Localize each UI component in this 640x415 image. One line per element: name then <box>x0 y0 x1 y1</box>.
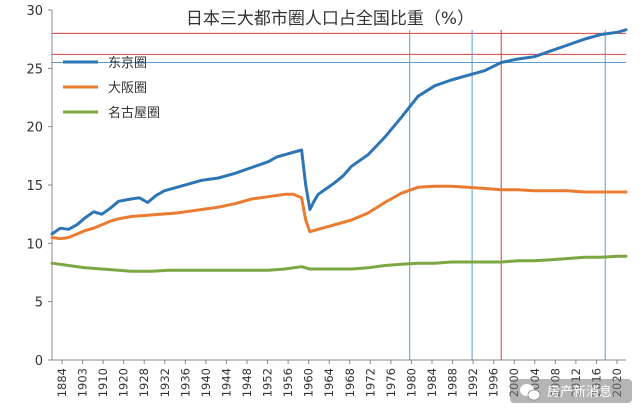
y-tick-label: 30 <box>26 4 43 19</box>
series-line <box>50 28 628 236</box>
x-tick-label: 1884 <box>55 368 69 397</box>
x-tick-label: 1910 <box>96 368 110 397</box>
x-tick-label: 1928 <box>137 368 151 397</box>
reference-lines <box>52 30 626 360</box>
x-tick-label: 1960 <box>302 368 316 397</box>
y-tick-label: 15 <box>26 179 43 194</box>
x-tick-label: 1976 <box>384 368 398 397</box>
x-tick-label: 1964 <box>322 368 336 397</box>
y-tick-label: 20 <box>26 121 43 136</box>
x-tick-label: 1944 <box>219 368 233 397</box>
watermark-background <box>510 379 632 403</box>
wechat-icon <box>520 384 541 401</box>
x-tick-label: 1980 <box>404 368 418 397</box>
x-tick-label: 1984 <box>425 368 439 397</box>
x-tick-label: 1948 <box>240 368 254 397</box>
x-tick-label: 1903 <box>76 368 90 397</box>
series-line <box>50 254 628 273</box>
x-tick-label: 1988 <box>446 368 460 397</box>
x-tick-label: 1968 <box>343 368 357 397</box>
y-tick-label: 0 <box>35 354 43 369</box>
legend-label: 大阪圈 <box>108 81 147 96</box>
y-tick-label: 10 <box>26 237 43 252</box>
x-tick-label: 1992 <box>466 368 480 397</box>
legend-label: 东京圈 <box>108 56 147 71</box>
x-tick-label: 1996 <box>487 368 501 397</box>
x-tick-label: 1952 <box>261 368 275 397</box>
watermark-text: 房产新消息 <box>547 384 612 400</box>
y-tick-label: 5 <box>35 296 43 311</box>
x-tick-label: 1972 <box>363 368 377 397</box>
x-tick-label: 1940 <box>199 368 213 397</box>
x-tick-label: 1932 <box>158 368 172 397</box>
y-tick-label: 25 <box>26 62 43 77</box>
x-tick-label: 1920 <box>117 368 131 397</box>
series-group <box>50 28 628 273</box>
x-tick-label: 1956 <box>281 368 295 397</box>
x-tick-label: 1936 <box>178 368 192 397</box>
series-line <box>50 184 628 241</box>
chart-title: 日本三大都市圈人口占全国比重（%） <box>186 9 474 29</box>
legend-label: 名古屋圈 <box>108 105 160 121</box>
watermark: 房产新消息 <box>510 379 632 403</box>
